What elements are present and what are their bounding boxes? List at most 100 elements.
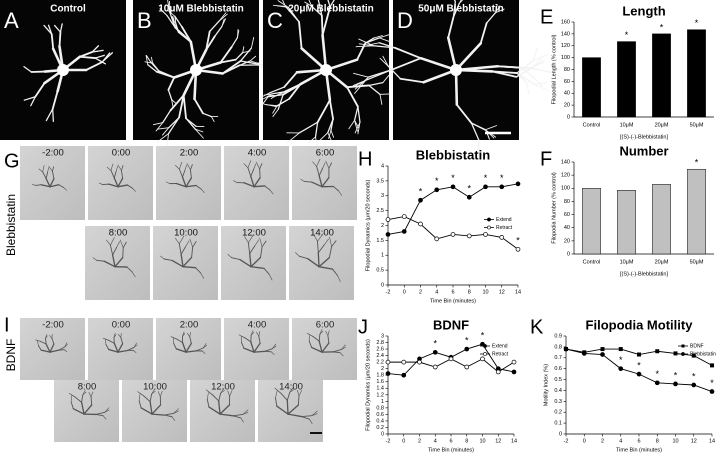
data-point	[563, 346, 569, 352]
data-point	[499, 235, 505, 240]
legend-marker	[681, 344, 685, 348]
legend-marker	[487, 225, 491, 230]
neurite	[319, 329, 323, 335]
neurite	[49, 349, 60, 353]
data-point	[654, 380, 660, 386]
panel-letter: B	[137, 8, 152, 33]
x-tick-label: -2	[564, 438, 569, 444]
neurite	[391, 57, 422, 71]
frame	[221, 226, 286, 300]
neurite	[115, 166, 118, 172]
neurite	[250, 266, 265, 270]
significance-star: *	[637, 360, 641, 370]
x-tick-label: 50μM	[690, 259, 704, 265]
x-axis-label: [(S)-(-)-Blebbistatin]	[620, 134, 668, 140]
growth-cone	[320, 64, 332, 76]
y-tick-label: 0	[567, 251, 570, 257]
data-point	[385, 232, 391, 237]
neurite	[49, 177, 55, 188]
data-point	[450, 184, 456, 190]
x-tick-label: 12	[691, 438, 697, 444]
neurite	[59, 23, 63, 33]
neurite	[308, 0, 313, 7]
x-tick-label: 4	[434, 438, 437, 444]
y-tick-label: 0.7	[554, 355, 562, 361]
x-tick-label: 2	[601, 438, 604, 444]
neurite	[101, 52, 111, 63]
neurite	[50, 33, 55, 50]
neurite	[317, 233, 324, 242]
y-axis-label: Filopodia Number (% control)	[551, 172, 557, 244]
neurite	[191, 246, 194, 258]
neurite	[494, 8, 505, 14]
neurite	[367, 42, 380, 46]
neurite	[185, 240, 190, 247]
x-tick-label: 0	[403, 289, 406, 295]
data-point	[432, 349, 438, 355]
neurite	[194, 128, 204, 139]
neurite	[70, 394, 76, 398]
y-tick-label: 2.2	[376, 360, 384, 366]
data-point	[448, 356, 454, 362]
data-point	[466, 233, 472, 239]
neurite	[114, 256, 124, 268]
neurite	[357, 105, 361, 123]
neurite	[301, 415, 313, 418]
time-lapse-frame: 6:00	[292, 318, 357, 380]
y-tick-label: 1	[381, 253, 384, 259]
neurite	[485, 12, 496, 24]
x-tick-label: 2	[419, 289, 422, 295]
y-tick-label: 2	[381, 223, 384, 229]
panel-letter: I	[4, 314, 10, 336]
neurite	[122, 241, 127, 249]
neurite	[282, 83, 302, 96]
neurite	[195, 185, 202, 190]
neurite	[95, 413, 104, 417]
neurite	[254, 239, 260, 247]
significance-star: *	[451, 173, 455, 183]
neurite	[452, 2, 460, 18]
neurite	[231, 257, 241, 261]
neurite	[49, 184, 60, 188]
neurite	[147, 64, 158, 73]
neurite	[200, 188, 205, 193]
neurite	[332, 348, 342, 353]
data-point	[385, 371, 391, 376]
neurite	[182, 266, 197, 269]
neurite	[30, 96, 36, 107]
neurite	[520, 67, 535, 79]
data-point	[432, 364, 438, 370]
neurite	[272, 4, 286, 7]
neurite	[250, 168, 255, 177]
neurite	[221, 64, 241, 75]
neurite	[325, 160, 330, 169]
data-point	[581, 351, 587, 356]
data-point	[636, 371, 642, 377]
neurite	[268, 274, 273, 281]
neurite	[271, 91, 286, 95]
neurite	[240, 335, 245, 338]
neurite	[532, 47, 539, 62]
y-tick-label: 100	[561, 186, 570, 192]
neurite	[318, 256, 331, 268]
neurite	[253, 163, 257, 170]
y-tick-label: 0.5	[554, 377, 562, 383]
neurite	[348, 119, 355, 130]
neurite	[259, 237, 263, 248]
neurite	[189, 238, 193, 248]
neurite	[157, 133, 169, 143]
neurite	[110, 163, 114, 171]
neurite	[484, 125, 497, 131]
data-point	[673, 351, 678, 356]
neurite	[244, 337, 252, 343]
neurite	[166, 133, 169, 146]
significance-star: *	[710, 378, 714, 388]
data-point	[401, 372, 407, 378]
neurite	[242, 46, 245, 53]
neurite	[289, 386, 294, 393]
neurite	[238, 60, 251, 66]
neurite	[308, 136, 316, 143]
chart: F Number Filopodia Number (% control) 0 20 40…	[540, 143, 714, 277]
y-tick-label: 0	[381, 282, 384, 288]
bar	[652, 33, 671, 118]
